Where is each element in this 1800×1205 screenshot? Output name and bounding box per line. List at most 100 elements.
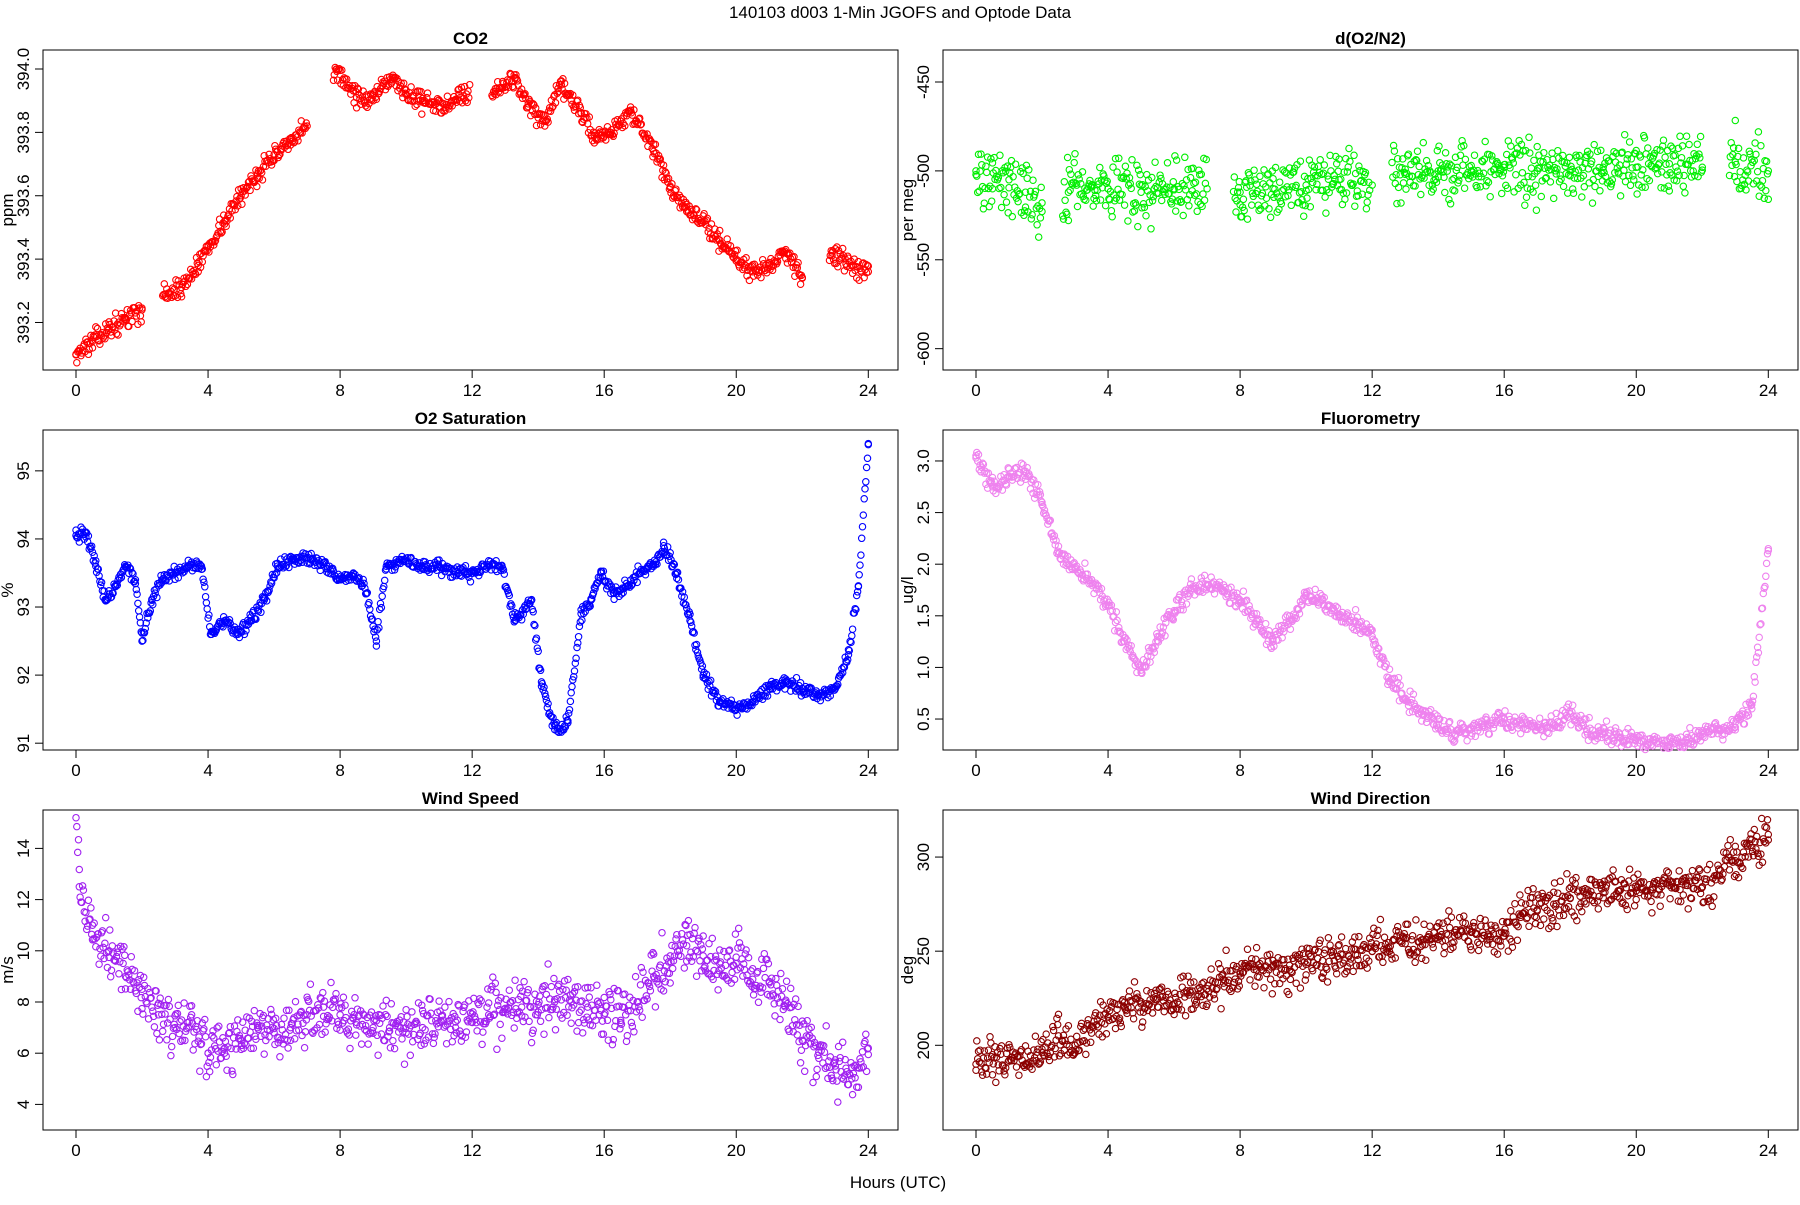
data-point	[1617, 193, 1623, 199]
data-point	[1398, 200, 1404, 206]
figure-xlabel: Hours (UTC)	[850, 1173, 946, 1192]
data-point	[409, 1009, 415, 1015]
data-point	[378, 604, 384, 610]
data-point	[401, 1061, 407, 1067]
y-tick-label: -600	[914, 332, 933, 366]
x-tick-label: 16	[595, 1141, 614, 1160]
data-point	[116, 971, 122, 977]
x-tick-label: 24	[859, 1141, 878, 1160]
data-point	[122, 952, 128, 958]
data-point	[382, 577, 388, 583]
data-point	[594, 982, 600, 988]
data-points	[73, 815, 872, 1106]
data-point	[988, 1040, 994, 1046]
data-point	[1579, 194, 1585, 200]
data-point	[1159, 197, 1165, 203]
y-tick-label: 92	[14, 666, 33, 685]
x-tick-label: 12	[1363, 381, 1382, 400]
data-point	[750, 992, 756, 998]
data-point	[546, 1014, 552, 1020]
data-point	[1570, 702, 1576, 708]
data-point	[1622, 132, 1628, 138]
data-point	[863, 1068, 869, 1074]
y-tick-label: -450	[914, 65, 933, 99]
data-point	[1755, 129, 1761, 135]
data-point	[797, 281, 803, 287]
data-point	[1456, 172, 1462, 178]
data-point	[814, 1066, 820, 1072]
y-tick-label: 12	[14, 890, 33, 909]
data-point	[1071, 159, 1077, 165]
data-point	[292, 998, 298, 1004]
data-point	[1526, 134, 1532, 140]
data-point	[783, 978, 789, 984]
data-point	[136, 608, 142, 614]
data-point	[1462, 156, 1468, 162]
x-tick-label: 24	[859, 381, 878, 400]
data-point	[1064, 154, 1070, 160]
data-point	[1586, 180, 1592, 186]
data-point	[96, 961, 102, 967]
data-point	[1645, 145, 1651, 151]
y-tick-label: 393.2	[14, 301, 33, 344]
data-point	[700, 953, 706, 959]
data-point	[773, 975, 779, 981]
data-point	[1288, 202, 1294, 208]
data-point	[1180, 212, 1186, 218]
data-point	[490, 974, 496, 980]
plot-frame	[943, 810, 1798, 1130]
data-point	[1555, 148, 1561, 154]
y-tick-label: 250	[914, 937, 933, 965]
data-point	[1173, 157, 1179, 163]
data-point	[863, 1031, 869, 1037]
data-point	[575, 634, 581, 640]
data-point	[1135, 223, 1141, 229]
data-point	[75, 849, 81, 855]
data-point	[493, 989, 499, 995]
data-point	[1065, 189, 1071, 195]
data-point	[1523, 194, 1529, 200]
data-points	[73, 440, 872, 735]
data-point	[859, 524, 865, 530]
data-point	[997, 152, 1003, 158]
data-point	[543, 991, 549, 997]
data-point	[292, 1036, 298, 1042]
x-tick-label: 8	[1235, 761, 1244, 780]
x-tick-label: 12	[1363, 761, 1382, 780]
data-point	[840, 1039, 846, 1045]
x-tick-label: 12	[463, 381, 482, 400]
data-point	[430, 1040, 436, 1046]
data-point	[576, 623, 582, 629]
data-point	[75, 837, 81, 843]
data-point	[1487, 194, 1493, 200]
data-point	[307, 981, 313, 987]
data-point	[813, 1073, 819, 1079]
data-point	[860, 512, 866, 518]
data-point	[169, 1033, 175, 1039]
data-point	[568, 690, 574, 696]
data-point	[1763, 187, 1769, 193]
data-point	[1263, 621, 1269, 627]
data-point	[1513, 172, 1519, 178]
y-tick-label: 0.5	[914, 707, 933, 731]
data-points	[73, 64, 872, 366]
data-point	[1400, 180, 1406, 186]
data-point	[261, 1051, 267, 1057]
x-tick-label: 20	[1627, 1141, 1646, 1160]
data-point	[506, 987, 512, 993]
data-point	[347, 1045, 353, 1051]
data-point	[1763, 560, 1769, 566]
data-point	[190, 1047, 196, 1053]
y-tick-label: 4	[14, 1100, 33, 1109]
data-point	[1249, 202, 1255, 208]
data-point	[115, 332, 121, 338]
x-tick-label: 16	[1495, 761, 1514, 780]
data-point	[446, 998, 452, 1004]
data-point	[353, 1032, 359, 1038]
data-point	[1756, 634, 1762, 640]
data-point	[709, 935, 715, 941]
